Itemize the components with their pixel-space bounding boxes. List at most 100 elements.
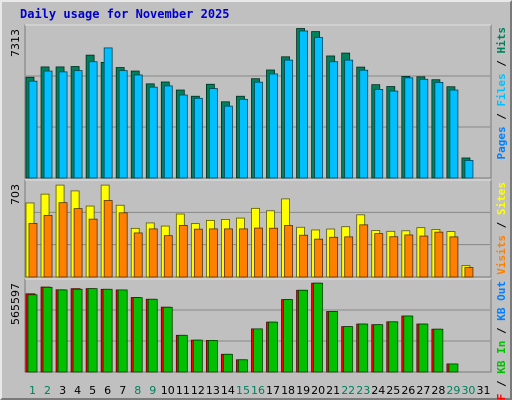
kbout-bar [283, 299, 293, 373]
files-bar [299, 30, 308, 179]
legend-separator: / [495, 54, 508, 74]
legend-entry: Pages [495, 126, 508, 159]
files-bar [73, 70, 83, 179]
files-bar [314, 37, 324, 179]
x-tick-label: 14 [221, 384, 235, 397]
kbout-bar [147, 298, 158, 373]
x-tick-label: 4 [74, 384, 81, 397]
sites-bar [434, 231, 444, 278]
sites-bar [389, 236, 399, 278]
files-bar [88, 61, 98, 179]
kbout-bar [358, 323, 369, 373]
kbout-bar [87, 288, 98, 373]
sites-bar [344, 236, 354, 278]
legend-entry: Visits [495, 235, 508, 275]
x-tick-label: 6 [104, 384, 111, 397]
sites-bar [239, 228, 248, 278]
x-tick-label: 5 [89, 384, 96, 397]
x-tick-label: 17 [266, 384, 280, 397]
x-tick-label: 9 [149, 384, 156, 397]
kbout-bar [373, 324, 384, 373]
legend-panel-3: KB F / KB In / KB Out [495, 281, 508, 400]
kbout-bar [268, 321, 278, 373]
kbout-bar [328, 311, 339, 373]
x-tick-label: 18 [281, 384, 295, 397]
sites-bar [163, 235, 173, 278]
sites-bar [88, 218, 98, 278]
files-bar [419, 78, 429, 179]
y-max-label: 703 [9, 184, 22, 205]
legend-entry: KB In [495, 341, 508, 374]
y-max-label: 565597 [9, 283, 22, 325]
legend-entry: Files [495, 73, 508, 106]
files-bar [208, 88, 218, 179]
kbout-bar [177, 334, 188, 373]
legend-entry: Hits [495, 27, 508, 54]
files-bar [178, 94, 188, 179]
files-bar [58, 71, 68, 179]
sites-bar [103, 200, 113, 278]
kbout-bar [27, 294, 38, 373]
x-tick-label: 8 [134, 384, 141, 397]
kbout-bar [207, 340, 218, 373]
kbout-bar [388, 321, 399, 373]
sites-bar [269, 227, 278, 278]
x-tick-label: 10 [161, 384, 175, 397]
x-tick-label: 13 [206, 384, 220, 397]
kbout-bar [223, 353, 233, 373]
sites-bar [58, 202, 68, 278]
sites-bar [73, 208, 83, 278]
sites-bar [329, 236, 339, 278]
x-tick-label: 15 [236, 384, 250, 397]
files-bar [163, 85, 173, 179]
x-tick-label: 22 [341, 384, 355, 397]
kbout-bar [192, 339, 203, 373]
files-bar [193, 97, 203, 179]
kbout-bar [253, 328, 263, 373]
kbout-bar [57, 289, 68, 373]
sites-bar [299, 234, 308, 278]
files-bar [389, 90, 399, 179]
kbout-bar [42, 286, 53, 373]
files-bar [449, 89, 459, 179]
sites-bar [254, 227, 263, 278]
kbout-bar [102, 288, 113, 373]
sites-bar [208, 228, 218, 278]
legend-separator: / [495, 374, 508, 394]
x-tick-label: 2 [44, 384, 51, 397]
x-tick-label: 30 [461, 384, 475, 397]
kbout-bar [132, 297, 143, 373]
legend-entry: KB Out [495, 281, 508, 321]
x-tick-label: 19 [296, 384, 310, 397]
files-bar [344, 59, 354, 179]
x-tick-label: 12 [191, 384, 205, 397]
x-tick-label: 23 [356, 384, 370, 397]
files-bar [269, 73, 278, 179]
x-tick-label: 31 [476, 384, 490, 397]
legend-panel-1: Pages / Files / Hits [495, 27, 508, 160]
x-tick-label: 29 [446, 384, 460, 397]
x-tick-label: 1 [29, 384, 36, 397]
kbout-bar [403, 315, 414, 373]
sites-bar [133, 232, 143, 278]
sites-bar [118, 212, 128, 278]
sites-bar [43, 214, 53, 278]
sites-bar [374, 233, 384, 278]
kbout-bar [433, 328, 444, 373]
x-tick-label: 3 [59, 384, 66, 397]
kbout-bar [343, 326, 354, 373]
sites-bar [359, 224, 369, 278]
files-bar [133, 74, 143, 179]
x-tick-label: 28 [431, 384, 445, 397]
x-tick-label: 24 [371, 384, 385, 397]
x-tick-label: 11 [176, 384, 190, 397]
files-bar [148, 86, 158, 179]
files-bar [359, 69, 369, 179]
legend-separator: / [495, 107, 508, 127]
kbout-bar [298, 289, 308, 373]
files-bar [43, 70, 53, 179]
sites-bar [224, 228, 233, 278]
legend-separator: / [495, 215, 508, 235]
x-tick-label: 27 [416, 384, 430, 397]
